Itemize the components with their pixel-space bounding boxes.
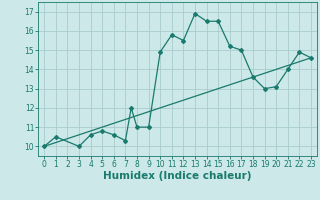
- X-axis label: Humidex (Indice chaleur): Humidex (Indice chaleur): [103, 171, 252, 181]
